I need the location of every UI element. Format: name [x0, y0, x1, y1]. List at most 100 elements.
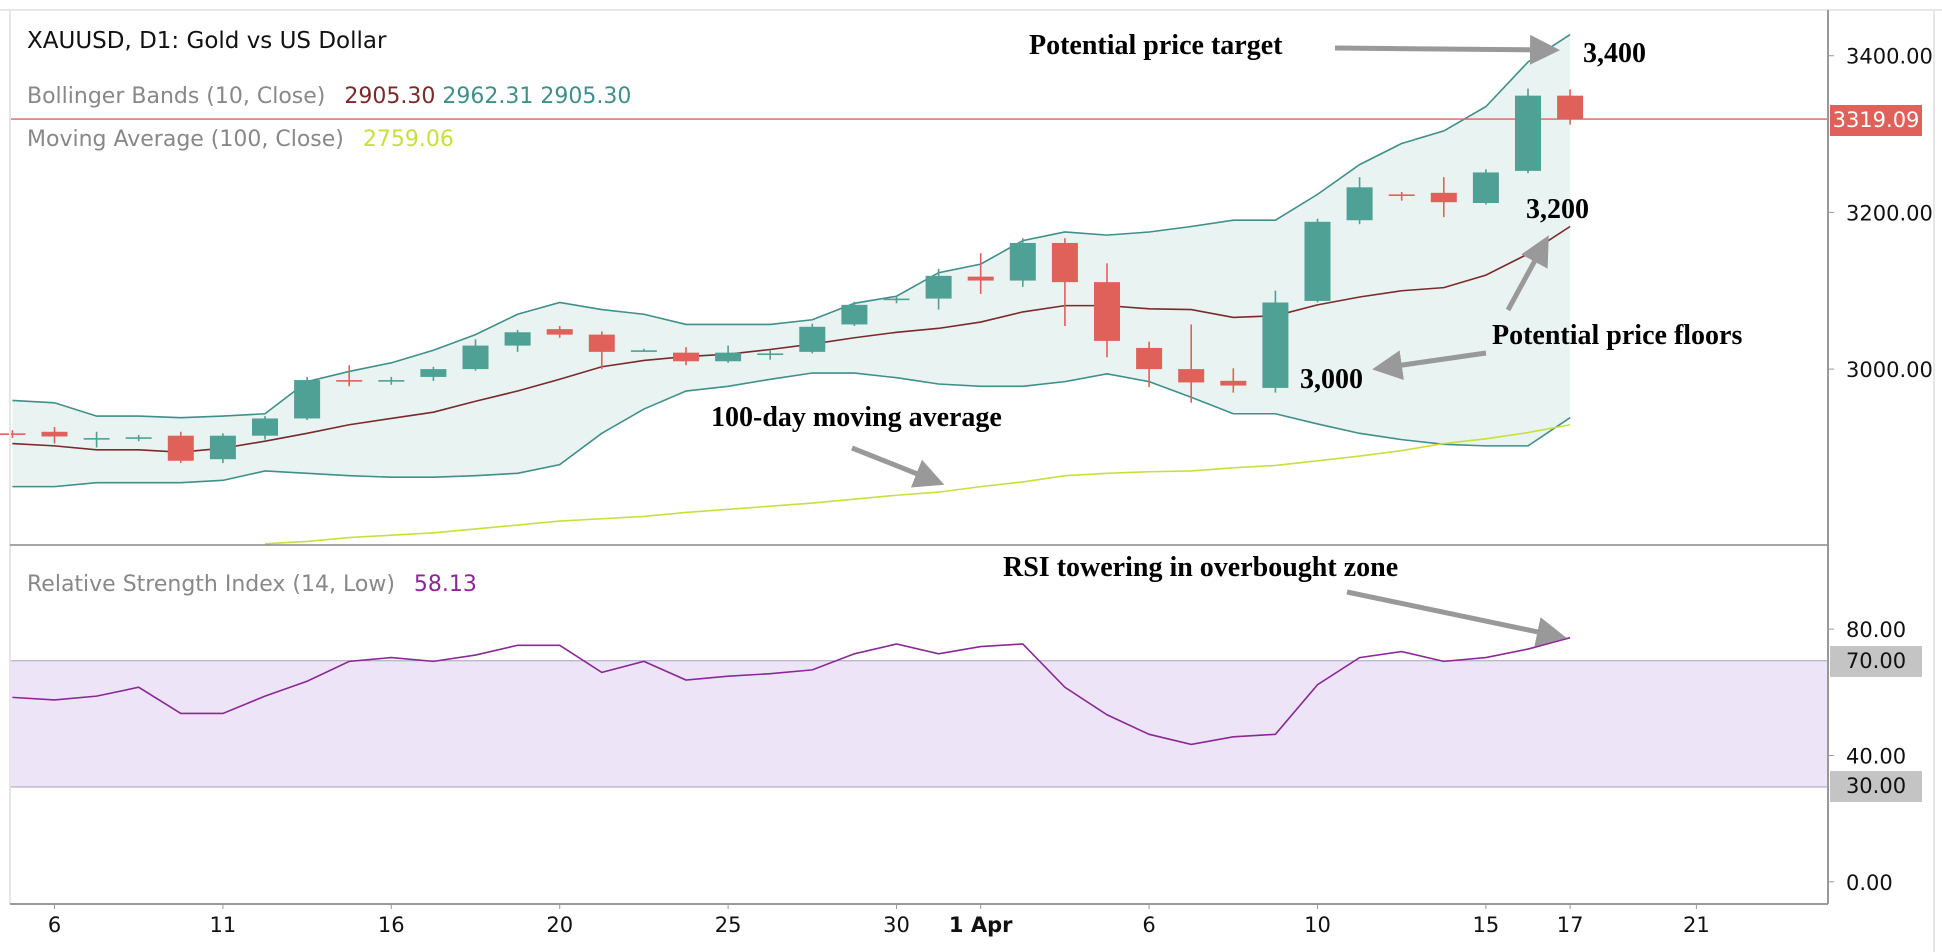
candle — [1346, 177, 1373, 225]
annotation-3400: 3,400 — [1583, 38, 1646, 69]
candle-body — [1304, 221, 1331, 301]
rsi-band-fill — [10, 660, 1828, 788]
annotation-rsi: RSI towering in overbought zone — [1003, 552, 1399, 583]
candle-body — [1009, 242, 1036, 281]
candle-body — [967, 276, 994, 281]
candle — [209, 433, 236, 464]
arrow-ma — [851, 445, 945, 488]
candle — [715, 345, 742, 363]
candle — [1051, 238, 1078, 327]
candle-body — [1051, 242, 1078, 283]
candle-body — [1262, 302, 1289, 388]
candle-body — [0, 433, 26, 435]
candle — [378, 376, 405, 385]
last-price-label: 3319.09 — [1830, 105, 1922, 136]
annotation-3200: 3,200 — [1526, 194, 1589, 225]
price-pane — [0, 33, 1828, 545]
candle — [1094, 263, 1120, 358]
candle-body — [294, 380, 321, 419]
candle — [1430, 177, 1457, 218]
candle — [462, 339, 489, 371]
candle-body — [588, 334, 615, 352]
candle — [967, 253, 994, 294]
candle-body — [841, 304, 868, 325]
time-tick-label: 15 — [1473, 913, 1500, 937]
ma100-line — [264, 423, 1571, 545]
candle-body — [925, 275, 952, 299]
bollinger-upper-line — [12, 33, 1571, 419]
rsi-line — [12, 636, 1571, 746]
candle-body — [1094, 282, 1120, 341]
candle — [1304, 218, 1331, 303]
candle-body — [630, 350, 657, 352]
arrow-rsi — [1346, 589, 1567, 647]
rsi-level-70-label: 70.00 — [1830, 646, 1922, 677]
candle — [883, 296, 910, 304]
candle — [504, 329, 531, 352]
annotation-ma: 100-day moving average — [711, 402, 1002, 433]
candle-body — [462, 345, 489, 370]
candle — [420, 366, 447, 381]
candle — [1388, 192, 1415, 201]
time-tick-label: 30 — [883, 913, 910, 937]
chart-title: XAUUSD, D1: Gold vs US Dollar — [27, 28, 387, 54]
candle-body — [1430, 192, 1457, 203]
ma-value: 2759.06 — [362, 127, 454, 152]
rsi-tick-label: 80.00 — [1846, 618, 1906, 642]
candle-body — [1346, 187, 1373, 221]
bollinger-middle-line — [12, 225, 1571, 453]
bollinger-label: Bollinger Bands (10, Close) — [27, 84, 326, 109]
rsi-label: Relative Strength Index (14, Low) — [27, 572, 395, 597]
candle-body — [420, 369, 447, 377]
candle — [673, 347, 699, 366]
candle — [83, 431, 110, 448]
price-tick-label: 3200.00 — [1846, 201, 1933, 225]
bollinger-upper-value: 2962.31 — [442, 84, 534, 109]
candle-body — [715, 352, 742, 362]
candle — [0, 430, 26, 439]
annotation-price-floors: Potential price floors — [1492, 320, 1743, 351]
rsi-level-30-label: 30.00 — [1830, 771, 1922, 802]
ma-legend: Moving Average (100, Close) 2759.06 — [27, 127, 454, 152]
time-tick-label: 1 Apr — [949, 913, 1013, 937]
candle-body — [883, 298, 910, 301]
time-tick-label: 10 — [1304, 913, 1331, 937]
candle — [1178, 324, 1205, 403]
bollinger-legend: Bollinger Bands (10, Close) 2905.30 2962… — [27, 84, 631, 109]
candle — [588, 331, 615, 370]
candle-body — [1515, 95, 1541, 171]
time-tick-label: 17 — [1557, 913, 1584, 937]
arrow-floor-3200 — [1505, 235, 1549, 312]
candle-body — [167, 435, 194, 461]
candle-body — [41, 431, 68, 437]
candle — [1009, 238, 1036, 287]
candle — [630, 348, 657, 352]
candle-body — [757, 353, 784, 356]
candle — [757, 350, 784, 360]
candle — [799, 323, 826, 354]
candle — [41, 427, 68, 444]
ma-label: Moving Average (100, Close) — [27, 127, 344, 152]
candle-body — [1136, 347, 1163, 370]
candle-body — [1220, 380, 1247, 386]
candle-body — [83, 438, 110, 440]
candle — [1220, 368, 1247, 393]
candle-body — [673, 352, 699, 362]
candle-body — [1472, 172, 1499, 203]
bollinger-middle-value: 2905.30 — [344, 84, 436, 109]
time-tick-label: 11 — [210, 913, 237, 937]
rsi-value: 58.13 — [413, 572, 477, 597]
bollinger-lower-line — [12, 372, 1571, 488]
candle-body — [378, 380, 405, 382]
candle — [1262, 290, 1289, 393]
candle-body — [125, 437, 152, 439]
time-tick-label: 6 — [1142, 913, 1155, 937]
candle-body — [209, 435, 236, 460]
candle-body — [1557, 95, 1584, 120]
candle — [1136, 341, 1163, 388]
candle — [336, 365, 363, 387]
time-tick-label: 16 — [378, 913, 405, 937]
annotation-price-target: Potential price target — [1029, 30, 1283, 61]
candle-body — [336, 380, 363, 382]
